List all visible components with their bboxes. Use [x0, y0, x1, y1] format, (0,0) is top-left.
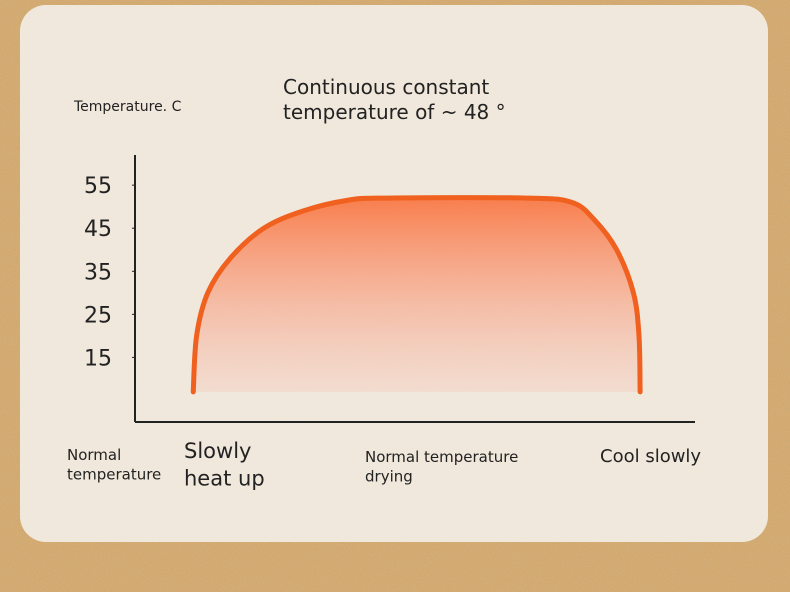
y-tick-label: 35 — [84, 260, 112, 285]
y-tick-label: 55 — [84, 174, 112, 199]
area — [193, 197, 641, 392]
stage-label: Normal temperature drying — [365, 448, 518, 486]
stage-label: Slowly heat up — [184, 439, 265, 490]
y-tick-label: 45 — [84, 217, 112, 242]
chart-title: Continuous constant temperature of ~ 48 ° — [283, 75, 506, 124]
y-tick-label: 25 — [84, 303, 112, 328]
y-axis-label: Temperature. C — [73, 99, 182, 115]
line — [190, 195, 643, 395]
title-line: Continuous constant — [283, 75, 489, 99]
y-tick-label: 15 — [84, 346, 112, 371]
stage-label: Normal temperature — [67, 446, 161, 484]
stage-label: Cool slowly — [600, 446, 701, 467]
title-line: temperature of ~ 48 ° — [283, 100, 506, 124]
